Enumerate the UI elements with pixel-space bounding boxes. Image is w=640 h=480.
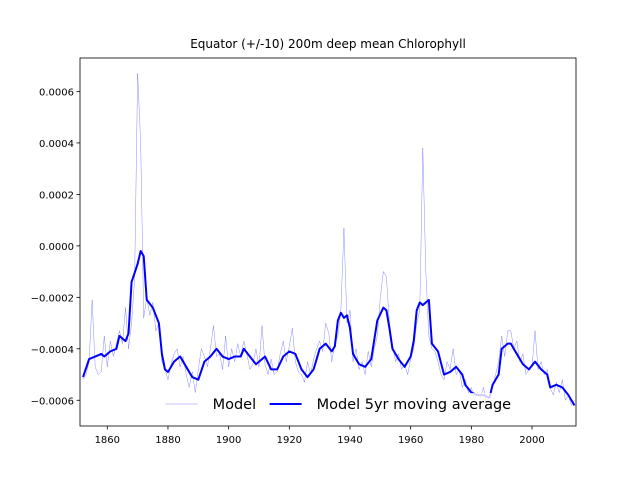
legend-label: Model 5yr moving average <box>317 397 512 413</box>
x-tick-label: 1920 <box>277 435 302 446</box>
x-tick-label: 1860 <box>95 435 120 446</box>
legend-label: Model <box>213 397 257 413</box>
x-tick-label: 2000 <box>519 435 544 446</box>
y-tick-label: −0.0004 <box>31 345 74 356</box>
chart-title: Equator (+/-10) 200m deep mean Chlorophy… <box>190 37 466 51</box>
x-tick-label: 1900 <box>216 435 241 446</box>
x-tick-label: 1960 <box>398 435 423 446</box>
y-tick-label: −0.0002 <box>31 293 74 304</box>
y-tick-label: 0.0002 <box>39 190 74 201</box>
x-tick-label: 1880 <box>155 435 180 446</box>
y-tick-label: −0.0006 <box>31 396 74 407</box>
axes-frame <box>79 57 577 427</box>
y-tick-label: 0.0006 <box>39 87 74 98</box>
x-tick-label: 1940 <box>337 435 362 446</box>
x-tick-label: 1980 <box>459 435 484 446</box>
y-tick-label: 0.0000 <box>39 242 74 253</box>
legend-box <box>157 393 499 415</box>
y-tick-label: 0.0004 <box>39 139 74 150</box>
